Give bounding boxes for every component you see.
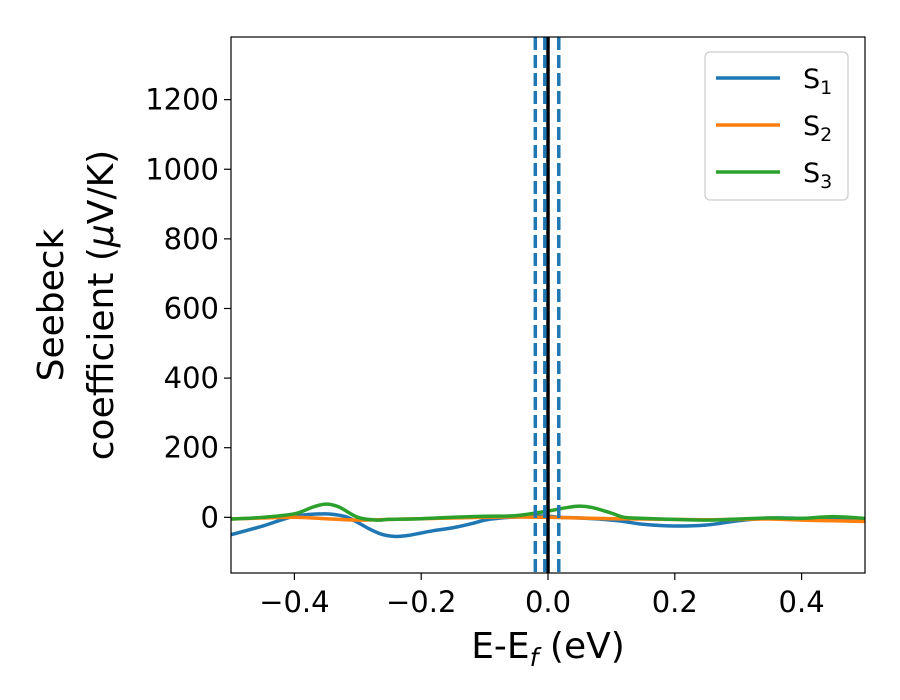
x-axis-label-main: E-E bbox=[471, 626, 529, 667]
y-axis-label-line2: coefficient (μV/K) bbox=[81, 150, 122, 460]
y-tick-label: 800 bbox=[164, 222, 219, 256]
x-tick-label: −0.2 bbox=[386, 585, 456, 619]
y-tick-label: 0 bbox=[201, 500, 219, 534]
x-tick-label: 0.4 bbox=[779, 585, 825, 619]
y-tick-label: 600 bbox=[164, 291, 219, 325]
y-tick-label: 1200 bbox=[145, 83, 219, 117]
y-axis-label-line1: Seebeck bbox=[31, 228, 72, 381]
x-tick-label: 0.0 bbox=[525, 585, 571, 619]
x-axis: −0.4 −0.2 0.0 0.2 0.4 bbox=[259, 573, 825, 619]
legend-label: S1 bbox=[803, 64, 832, 99]
plot-area bbox=[231, 37, 865, 573]
y-axis-label: Seebeck coefficient (μV/K) bbox=[31, 150, 122, 460]
legend-item-s1: S1 bbox=[716, 64, 832, 99]
legend-label: S3 bbox=[803, 158, 832, 193]
x-tick-label: 0.2 bbox=[652, 585, 698, 619]
y-tick-label: 200 bbox=[164, 431, 219, 465]
legend-label: S2 bbox=[803, 111, 832, 146]
y-tick-label: 400 bbox=[164, 361, 219, 395]
legend-item-s2: S2 bbox=[716, 111, 832, 146]
legend-item-s3: S3 bbox=[716, 158, 832, 193]
y-tick-label: 1000 bbox=[145, 152, 219, 186]
legend: S1 S2 S3 bbox=[704, 51, 849, 201]
y-axis: 0 200 400 600 800 1000 1200 bbox=[145, 83, 231, 534]
x-axis-label-suffix: (eV) bbox=[538, 626, 624, 667]
x-axis-label: E-Ef (eV) bbox=[471, 626, 625, 672]
x-tick-label: −0.4 bbox=[259, 585, 329, 619]
